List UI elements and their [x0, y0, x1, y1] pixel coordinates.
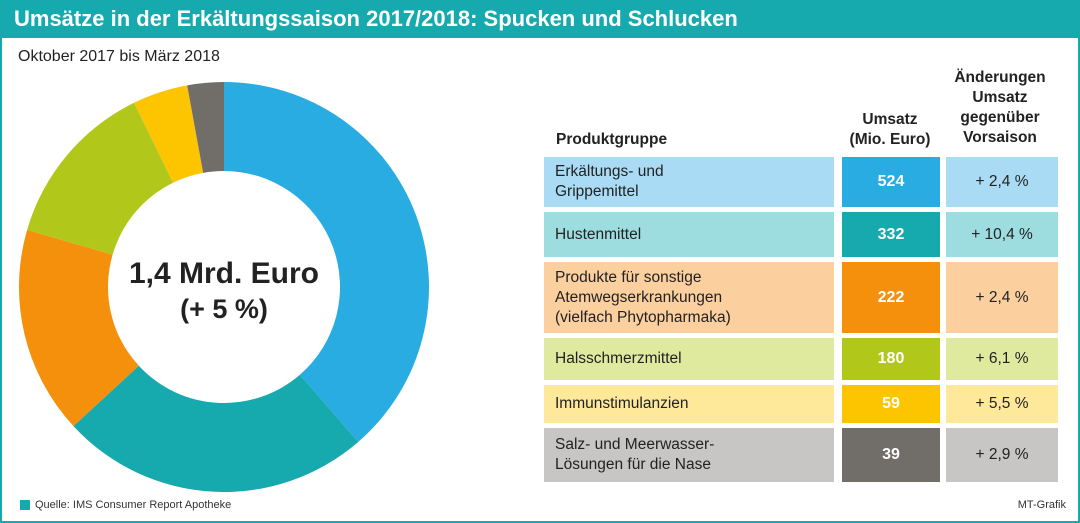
revenue-change: + 10,4 % — [946, 212, 1058, 257]
donut-chart — [19, 82, 429, 492]
credit-text: MT-Grafik — [1017, 499, 1066, 511]
header-change: Änderungen Umsatz gegenüber Vorsaison — [944, 68, 1056, 148]
table-row: Produkte für sonstige Atemwegserkrankunge… — [544, 262, 1058, 333]
product-group-line: (vielfach Phytopharmaka) — [555, 308, 731, 326]
source-note: Quelle: IMS Consumer Report Apotheke — [20, 499, 231, 511]
donut-slice — [224, 82, 429, 442]
product-group-name: Halsschmerzmittel — [544, 338, 834, 380]
revenue-value: 39 — [842, 428, 940, 482]
header-revenue-line: Umsatz — [862, 111, 918, 128]
product-group-name: Hustenmittel — [544, 212, 834, 257]
revenue-change: + 2,4 % — [946, 157, 1058, 207]
revenue-change: + 2,9 % — [946, 428, 1058, 482]
table-row: Immunstimulanzien 59 + 5,5 % — [544, 385, 1058, 423]
total-revenue: 1,4 Mrd. Euro — [128, 257, 320, 290]
header-change-line: Umsatz — [972, 89, 1028, 106]
header-change-line: Änderungen — [954, 69, 1046, 86]
revenue-change: + 6,1 % — [946, 338, 1058, 380]
table-row: Halsschmerzmittel 180 + 6,1 % — [544, 338, 1058, 380]
donut-slice — [27, 102, 174, 255]
product-group-line: Atemwegserkrankungen — [555, 288, 723, 306]
table-row: Hustenmittel 332 + 10,4 % — [544, 212, 1058, 257]
revenue-change: + 5,5 % — [946, 385, 1058, 423]
product-group-line: Grippemittel — [555, 183, 639, 200]
header-change-line: Vorsaison — [963, 129, 1037, 146]
table-row: Salz- und Meerwasser- Lösungen für die Na… — [544, 428, 1058, 482]
product-group-line: Lösungen für die Nase — [555, 456, 711, 473]
revenue-value: 59 — [842, 385, 940, 423]
revenue-change: + 2,4 % — [946, 262, 1058, 333]
donut-slice — [19, 229, 139, 427]
product-group-line: Produkte für sonstige — [555, 268, 702, 286]
header-revenue-line: (Mio. Euro) — [849, 131, 931, 148]
product-group-name: Erkältungs- und Grippemittel — [544, 157, 834, 207]
product-group-line: Immunstimulanzien — [555, 395, 689, 412]
header-revenue: Umsatz (Mio. Euro) — [838, 110, 942, 150]
table-row: Erkältungs- und Grippemittel 524 + 2,4 % — [544, 157, 1058, 207]
product-group-line: Hustenmittel — [555, 225, 642, 243]
product-group-name: Salz- und Meerwasser- Lösungen für die Na… — [544, 428, 834, 482]
product-group-name: Produkte für sonstige Atemwegserkrankunge… — [544, 262, 834, 333]
donut-slice — [187, 82, 224, 173]
product-group-name: Immunstimulanzien — [544, 385, 834, 423]
donut-center-label: 1,4 Mrd. Euro (+ 5 %) — [92, 256, 356, 326]
revenue-value: 332 — [842, 212, 940, 257]
donut-slice — [134, 85, 204, 183]
header-change-line: gegenüber — [960, 109, 1040, 126]
revenue-value: 180 — [842, 338, 940, 380]
product-group-line: Halsschmerzmittel — [555, 350, 682, 367]
donut-slice — [73, 365, 359, 492]
product-group-line: Erkältungs- und — [555, 163, 664, 180]
source-square-icon — [20, 500, 30, 510]
total-change: (+ 5 %) — [180, 294, 268, 324]
revenue-value: 524 — [842, 157, 940, 207]
revenue-value: 222 — [842, 262, 940, 333]
source-text: Quelle: IMS Consumer Report Apotheke — [35, 499, 232, 511]
product-group-line: Salz- und Meerwasser- — [555, 436, 715, 453]
chart-subtitle: Oktober 2017 bis März 2018 — [18, 48, 220, 65]
header-product-group: Produktgruppe — [556, 131, 668, 148]
chart-title: Umsätze in der Erkältungssaison 2017/201… — [0, 0, 1080, 38]
